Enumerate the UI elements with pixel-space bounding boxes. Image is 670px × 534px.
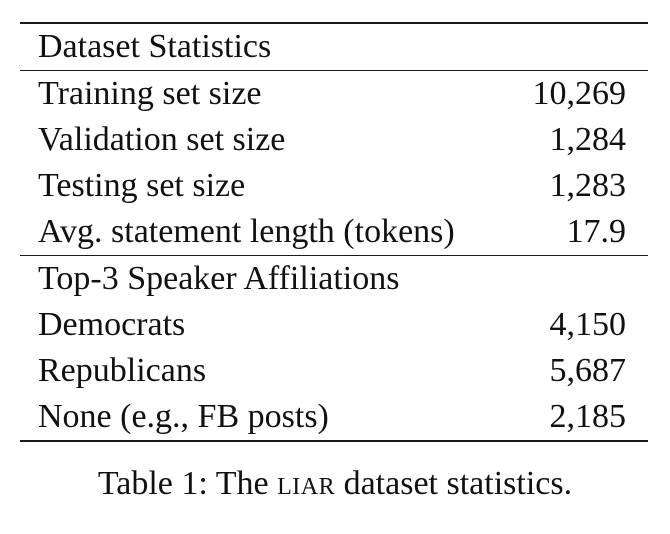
mid-rule [20,70,648,71]
row-value: 1,283 [549,167,627,204]
row-label: Avg. statement length (tokens) [38,213,455,250]
section-title: Dataset Statistics [38,28,272,65]
row-label: None (e.g., FB posts) [38,398,329,435]
mid-rule [20,255,648,256]
row-value: 4,150 [549,306,627,343]
table-row: Avg. statement length (tokens) 17.9 [20,209,648,255]
caption-dataset-name: LIAR [277,465,336,502]
dataset-statistics-table: Dataset Statistics Training set size 10,… [20,22,648,442]
section-header-speaker-affiliations: Top-3 Speaker Affiliations [20,256,648,302]
row-label: Republicans [38,352,207,389]
caption-suffix: dataset statistics. [335,465,573,502]
table-row: Republicans 5,687 [20,348,648,394]
row-value: 5,687 [549,352,627,389]
row-label: Democrats [38,306,186,343]
section-header-dataset-statistics: Dataset Statistics [20,24,648,70]
table-row: None (e.g., FB posts) 2,185 [20,394,648,440]
row-label: Testing set size [38,167,246,204]
table-row: Democrats 4,150 [20,302,648,348]
row-value: 17.9 [566,213,627,250]
row-value: 2,185 [549,398,627,435]
table-row: Testing set size 1,283 [20,163,648,209]
bottom-rule [20,440,648,442]
table-row: Validation set size 1,284 [20,117,648,163]
section-title: Top-3 Speaker Affiliations [38,260,400,297]
top-rule [20,22,648,24]
table-row: Training set size 10,269 [20,71,648,117]
row-label: Validation set size [38,121,286,158]
row-label: Training set size [38,75,262,112]
row-value: 1,284 [549,121,627,158]
table-caption: Table 1: The LIAR dataset statistics. [0,462,670,506]
row-value: 10,269 [532,75,627,112]
caption-prefix: Table 1: The [97,465,278,502]
